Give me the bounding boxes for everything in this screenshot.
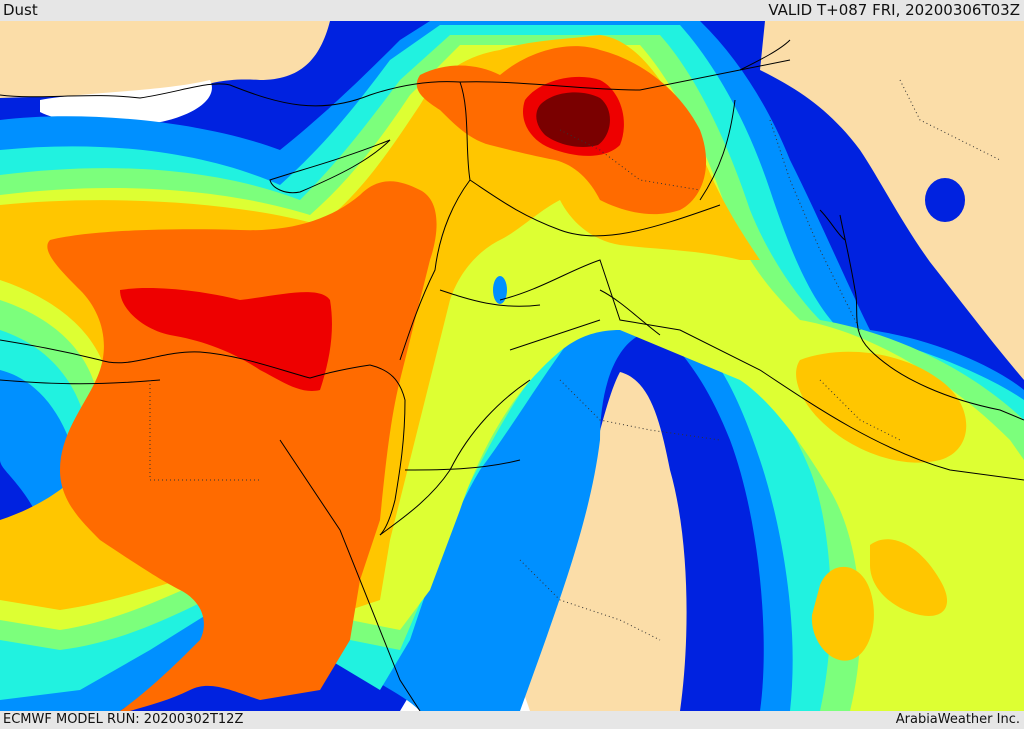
dotted-borders bbox=[149, 79, 1001, 641]
dust-map[interactable] bbox=[0, 21, 1024, 711]
blob-yellow-east-1 bbox=[796, 351, 967, 463]
blob-yellow-east-3 bbox=[870, 539, 948, 616]
blob-azure-small bbox=[493, 276, 507, 304]
land-europe bbox=[0, 21, 330, 100]
blob-yellow-east-2 bbox=[811, 566, 874, 661]
valid-time-label: VALID T+087 FRI, 20200306T03Z bbox=[768, 1, 1020, 19]
borders bbox=[0, 59, 1024, 481]
footer-bar: ECMWF MODEL RUN: 20200302T12Z ArabiaWeat… bbox=[0, 711, 1024, 729]
sea-white-aegean bbox=[40, 80, 212, 126]
coastlines bbox=[0, 39, 1024, 711]
land-caspian-iran bbox=[760, 21, 1024, 380]
blob-blue-iran bbox=[925, 178, 965, 222]
header-bar: Dust VALID T+087 FRI, 20200306T03Z bbox=[0, 0, 1024, 21]
brand-label: ArabiaWeather Inc. bbox=[895, 712, 1020, 727]
map-title: Dust bbox=[3, 1, 38, 19]
field-dark-red bbox=[536, 92, 610, 147]
model-run-label: ECMWF MODEL RUN: 20200302T12Z bbox=[3, 712, 244, 727]
field-red bbox=[120, 288, 332, 391]
